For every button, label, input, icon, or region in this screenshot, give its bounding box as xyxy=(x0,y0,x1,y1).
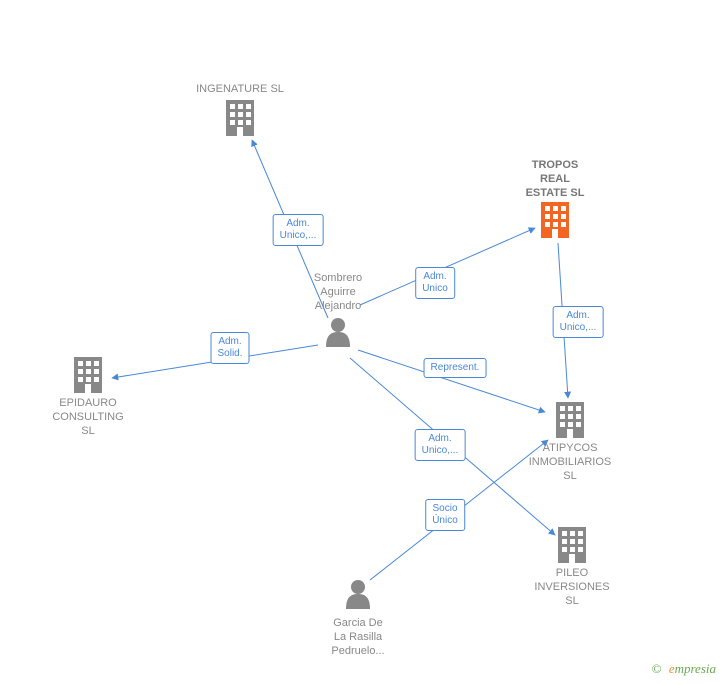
diagram-canvas xyxy=(0,0,728,685)
node-label-epidauro: EPIDAURO CONSULTING SL xyxy=(52,397,123,438)
edge-label-sombrero-pileo: Adm. Unico,... xyxy=(415,429,466,461)
watermark: © empresia xyxy=(652,661,716,677)
node-label-pileo: PILEO INVERSIONES SL xyxy=(534,567,609,608)
building-icon-ingenature xyxy=(226,100,254,136)
node-label-sombrero: Sombrero Aguirre Alejandro xyxy=(314,272,362,313)
watermark-rest: mpresia xyxy=(675,661,716,676)
edge-label-tropos-atipycos: Adm. Unico,... xyxy=(553,306,604,338)
edge-label-sombrero-ingenature: Adm. Unico,... xyxy=(273,214,324,246)
edge-label-sombrero-epidauro: Adm. Solid. xyxy=(210,332,249,364)
building-icon-epidauro xyxy=(74,357,102,393)
node-label-ingenature: INGENATURE SL xyxy=(196,83,284,97)
building-icon-atipycos xyxy=(556,402,584,438)
person-icon-garcia xyxy=(346,580,370,609)
edge-label-garcia-atipycos: Socio Único xyxy=(425,499,465,531)
building-icon-pileo xyxy=(558,527,586,563)
node-label-atipycos: ATIPYCOS INMOBILIARIOS SL xyxy=(529,442,612,483)
node-label-tropos: TROPOS REAL ESTATE SL xyxy=(526,159,585,200)
node-label-garcia: Garcia De La Rasilla Pedruelo... xyxy=(331,617,384,658)
edge-label-sombrero-tropos: Adm. Unico xyxy=(415,267,455,299)
building-icon-tropos xyxy=(541,202,569,238)
edge-label-sombrero-atipycos: Represent. xyxy=(424,358,487,378)
copyright-symbol: © xyxy=(652,661,662,676)
person-icon-sombrero xyxy=(326,318,350,347)
